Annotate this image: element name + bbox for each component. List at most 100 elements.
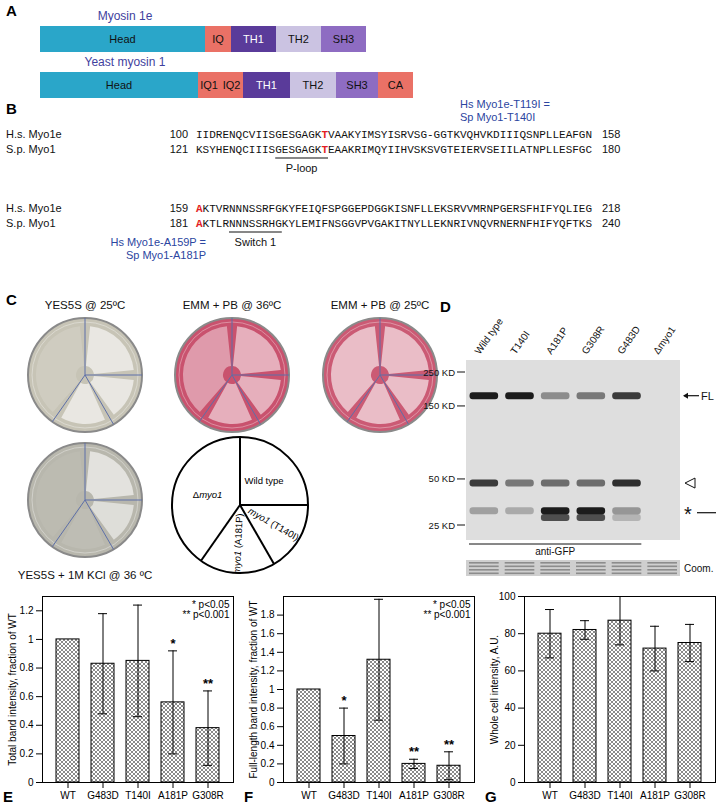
svg-text:S.p. Myo1: S.p. Myo1 [6, 217, 56, 229]
svg-text:181: 181 [170, 217, 188, 229]
svg-text:C: C [6, 291, 17, 308]
svg-text:218: 218 [602, 202, 620, 214]
svg-text:T140I: T140I [366, 790, 392, 801]
svg-text:G308R: G308R [192, 790, 224, 801]
svg-text:Head: Head [106, 79, 132, 91]
svg-text:1.4: 1.4 [261, 647, 275, 658]
svg-text:G483D: G483D [615, 324, 642, 356]
svg-text:**: ** [409, 744, 420, 759]
svg-text:WT: WT [301, 790, 317, 801]
svg-text:159: 159 [170, 202, 188, 214]
svg-text:121: 121 [170, 143, 188, 155]
svg-text:0.4: 0.4 [261, 740, 275, 751]
svg-text:A181P: A181P [544, 325, 570, 356]
svg-text:1.8: 1.8 [261, 609, 275, 620]
svg-text:SH3: SH3 [346, 79, 367, 91]
svg-text:Coom.: Coom. [684, 563, 713, 574]
svg-text:0: 0 [510, 777, 516, 788]
svg-text:D: D [440, 298, 451, 315]
svg-text:Total band intensity, fraction: Total band intensity, fraction of WT [7, 613, 18, 766]
svg-text:50 KD: 50 KD [429, 473, 456, 484]
svg-text:Full-length band intensity, fr: Full-length band intensity, fraction of … [248, 600, 259, 778]
svg-text:G308R: G308R [674, 790, 706, 801]
svg-text:0: 0 [269, 777, 275, 788]
svg-text:B: B [6, 100, 17, 117]
svg-text:25 KD: 25 KD [429, 520, 456, 531]
svg-text:Switch 1: Switch 1 [235, 236, 277, 248]
svg-text:WT: WT [542, 790, 558, 801]
svg-text:TH1: TH1 [256, 79, 277, 91]
svg-text:Myosin 1e: Myosin 1e [98, 9, 153, 23]
svg-text:IQ: IQ [212, 33, 224, 45]
svg-text:A181P: A181P [640, 790, 670, 801]
svg-text:100: 100 [499, 591, 516, 602]
svg-text:TH2: TH2 [303, 79, 324, 91]
svg-text:NNNSSRHG: NNNSSRHG [229, 218, 282, 230]
svg-text:0.4: 0.4 [20, 719, 34, 730]
svg-text:G483D: G483D [87, 790, 119, 801]
svg-text:H.s. Myo1e: H.s. Myo1e [6, 128, 62, 140]
svg-text:FL: FL [701, 390, 714, 402]
svg-text:KTLR: KTLR [203, 218, 230, 230]
svg-text:Sp Myo1-A181P: Sp Myo1-A181P [126, 249, 206, 261]
svg-text:anti-GFP: anti-GFP [535, 546, 575, 557]
svg-text:0: 0 [28, 777, 34, 788]
svg-text:Wild type: Wild type [245, 474, 284, 485]
svg-text:G308R: G308R [579, 324, 606, 356]
svg-text:KSYHENQCIIIS: KSYHENQCIIIS [196, 144, 276, 156]
svg-text:VAAKYIMSYISRVSG-GGTKVQHVKDIIIQ: VAAKYIMSYISRVSG-GGTKVQHVKDIIIQSNPLLEAFGN [328, 129, 592, 141]
svg-text:Sp Myo1-T140I: Sp Myo1-T140I [460, 111, 535, 123]
svg-text:158: 158 [602, 128, 620, 140]
svg-text:IQ2: IQ2 [223, 79, 241, 91]
svg-text:TH2: TH2 [288, 33, 309, 45]
svg-text:CA: CA [388, 79, 404, 91]
svg-text:*: * [684, 503, 692, 525]
svg-text:240: 240 [602, 217, 620, 229]
svg-text:YES5S + 1M KCl @ 36 ºC: YES5S + 1M KCl @ 36 ºC [18, 569, 152, 581]
svg-text:G483D: G483D [328, 790, 360, 801]
svg-text:A181P: A181P [158, 790, 188, 801]
svg-text:TH1: TH1 [243, 33, 264, 45]
svg-text:IQ1: IQ1 [200, 79, 218, 91]
svg-text:Δmyo1: Δmyo1 [193, 488, 223, 499]
svg-text:* p<0.05** p<0.001: * p<0.05** p<0.001 [424, 599, 471, 620]
svg-text:0.8: 0.8 [20, 662, 34, 673]
svg-text:**: ** [444, 737, 455, 752]
svg-text:1: 1 [269, 684, 275, 695]
svg-text:T140I: T140I [607, 790, 633, 801]
svg-text:KYLEMIFNSGGVPVGAKITNYLLEKNRIVN: KYLEMIFNSGGVPVGAKITNYLLEKNRIVNQVRNERNFHI… [282, 218, 593, 230]
svg-text:* p<0.05** p<0.001: * p<0.05** p<0.001 [183, 599, 230, 620]
svg-text:YES5S @ 25ºC: YES5S @ 25ºC [45, 299, 125, 311]
svg-text:IIDRENQCVIISGESGAGK: IIDRENQCVIISGESGAGK [196, 129, 322, 141]
svg-text:0.2: 0.2 [20, 748, 34, 759]
svg-text:Yeast myosin 1: Yeast myosin 1 [85, 55, 166, 69]
svg-text:SH3: SH3 [333, 33, 354, 45]
svg-text:Head: Head [109, 33, 135, 45]
svg-text:KTVRNNNSSRFGKYFEIQFSPGGEPDGGKI: KTVRNNNSSRFGKYFEIQFSPGGEPDGGKISNFLLEKSRV… [203, 203, 592, 215]
svg-text:80: 80 [504, 628, 516, 639]
svg-text:Whole cell intensity, A.U.: Whole cell intensity, A.U. [489, 635, 500, 744]
svg-text:H.s. Myo1e: H.s. Myo1e [6, 202, 62, 214]
svg-text:Hs Myo1e-T119I =: Hs Myo1e-T119I = [460, 98, 550, 110]
svg-text:WT: WT [60, 790, 76, 801]
svg-text:T140I: T140I [125, 790, 151, 801]
svg-text:T140I: T140I [508, 329, 532, 356]
svg-text:P-loop: P-loop [286, 162, 318, 174]
svg-text:1.6: 1.6 [261, 628, 275, 639]
svg-text:1.2: 1.2 [261, 665, 275, 676]
svg-text:EAAKRIMQYIIHVSKSVGTEIERVSEIILA: EAAKRIMQYIIHVSKSVGTEIERVSEIILATNPLLESFGC [328, 144, 592, 156]
svg-text:GESGAGK: GESGAGK [275, 144, 322, 156]
svg-text:0.6: 0.6 [20, 691, 34, 702]
svg-text:250 KD: 250 KD [423, 367, 455, 378]
svg-text:G483D: G483D [569, 790, 601, 801]
svg-text:0.6: 0.6 [261, 721, 275, 732]
svg-text:S.p. Myo1: S.p. Myo1 [6, 143, 56, 155]
svg-text:1: 1 [28, 634, 34, 645]
svg-text:Hs Myo1e-A159P =: Hs Myo1e-A159P = [111, 236, 207, 248]
svg-text:EMM + PB @ 25ºC: EMM + PB @ 25ºC [331, 299, 430, 311]
svg-text:A: A [6, 2, 17, 19]
svg-text:myo1 (A181P): myo1 (A181P) [231, 513, 245, 574]
svg-text:0.2: 0.2 [261, 758, 275, 769]
svg-text:100: 100 [170, 128, 188, 140]
svg-text:0.8: 0.8 [261, 702, 275, 713]
